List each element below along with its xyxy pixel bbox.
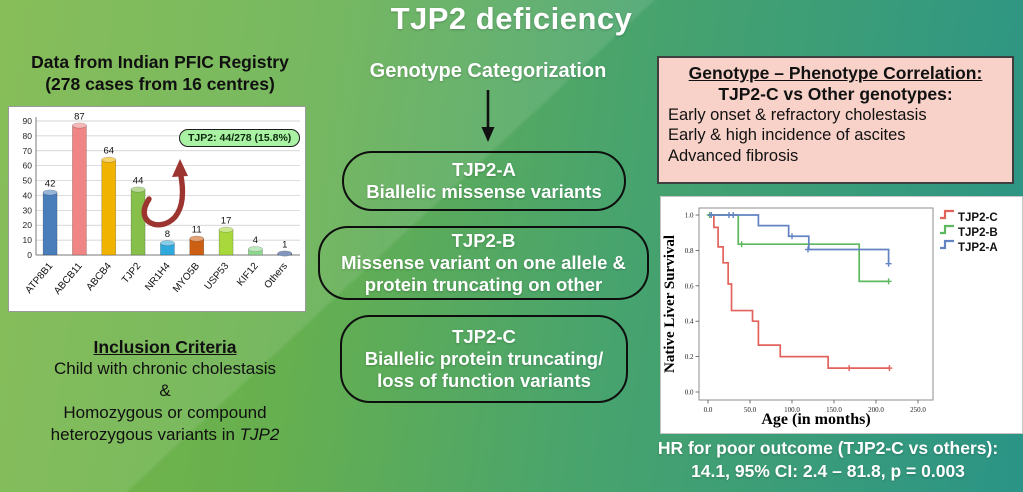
svg-text:0.0: 0.0 <box>685 389 694 397</box>
bar-USP53: 17 USP53 <box>203 216 234 293</box>
inclusion-criteria: Inclusion Criteria Child with chronic ch… <box>0 336 330 445</box>
svg-text:8: 8 <box>165 229 170 240</box>
km-series-TJP2-A <box>708 212 892 267</box>
curved-arrow-icon <box>141 159 188 228</box>
bar-MYO5B: 11 MYO5B <box>171 225 205 295</box>
svg-text:4: 4 <box>253 235 258 246</box>
svg-text:200.0: 200.0 <box>868 406 884 414</box>
inclusion-line2: & <box>159 381 171 401</box>
genotype-box-desc: Biallelic protein truncating/ loss of fu… <box>364 347 604 392</box>
hazard-ratio-text: HR for poor outcome (TJP2-C vs others): … <box>633 437 1023 483</box>
svg-text:0.4: 0.4 <box>685 318 694 326</box>
inclusion-line4: heterozygous variants in TJP2 <box>0 424 330 446</box>
hazard-ratio-line2: 14.1, 95% CI: 2.4 – 81.8, p = 0.003 <box>691 460 965 481</box>
kaplan-meier-plot: 0.0 50.0 100.0 150.0 200.0 250.0 0.0 0.2 0.4 0.6 0… <box>662 207 998 428</box>
svg-text:60: 60 <box>23 161 33 171</box>
correlation-item: Advanced fibrosis <box>668 146 799 165</box>
km-legend-label: TJP2-A <box>958 242 998 254</box>
inclusion-line4-gene: TJP2 <box>239 424 280 444</box>
bar-KIF12: 4 KIF12 <box>235 235 263 289</box>
inclusion-line4-text: heterozygous variants in <box>50 424 240 444</box>
svg-text:NR1H4: NR1H4 <box>143 261 173 294</box>
bar-TJP2: 44 TJP2 <box>120 175 146 286</box>
svg-text:0.6: 0.6 <box>685 282 694 290</box>
km-axes: 0.0 50.0 100.0 150.0 200.0 250.0 0.0 0.2 0.4 0.6 0… <box>662 207 934 428</box>
svg-text:87: 87 <box>74 111 85 122</box>
svg-text:KIF12: KIF12 <box>235 261 261 289</box>
svg-text:70: 70 <box>23 146 33 156</box>
bar-NR1H4: 8 NR1H4 <box>143 229 175 294</box>
svg-text:40: 40 <box>23 190 33 200</box>
svg-text:50.0: 50.0 <box>744 406 757 414</box>
bar-chart: 0 10 20 30 40 50 60 70 80 90 42 ATP8B1 87 ABCB11 64 ABC… <box>23 111 300 297</box>
svg-text:1: 1 <box>282 240 287 251</box>
correlation-item: Early onset & refractory cholestasis <box>668 106 927 124</box>
svg-text:ATP8B1: ATP8B1 <box>23 261 55 296</box>
down-arrow-icon <box>481 90 495 142</box>
inclusion-line3: Homozygous or compound <box>63 402 267 422</box>
svg-text:0: 0 <box>27 250 32 260</box>
km-legend: TJP2-C TJP2-B TJP2-A <box>940 209 998 254</box>
km-legend-label: TJP2-B <box>958 227 998 239</box>
svg-text:TJP2: TJP2 <box>120 261 144 286</box>
genotype-box-tjp2-b: TJP2-B Missense variant on one allele & … <box>318 226 649 300</box>
svg-text:42: 42 <box>45 178 56 189</box>
km-ylabel: Native Liver Survival <box>662 235 678 373</box>
svg-text:ABCB4: ABCB4 <box>85 261 115 294</box>
km-series-TJP2-B <box>706 212 892 285</box>
svg-text:90: 90 <box>23 116 33 126</box>
svg-text:250.0: 250.0 <box>910 406 926 414</box>
svg-text:0.0: 0.0 <box>704 406 713 414</box>
registry-header: Data from Indian PFIC Registry (278 case… <box>2 52 318 96</box>
svg-text:Others: Others <box>262 261 290 291</box>
tjp2-callout-badge: TJP2: 44/278 (15.8%) <box>179 129 301 147</box>
svg-text:64: 64 <box>103 146 114 157</box>
correlation-heading: Genotype – Phenotype Correlation: <box>688 63 983 83</box>
bar-chart-panel: 0 10 20 30 40 50 60 70 80 90 42 ATP8B1 87 ABCB11 64 ABC… <box>8 106 306 312</box>
inclusion-heading: Inclusion Criteria <box>93 337 237 357</box>
bar-Others: 1 Others <box>262 240 293 291</box>
km-xlabel: Age (in months) <box>761 411 870 428</box>
genotype-box-tjp2-a: TJP2-A Biallelic missense variants <box>342 151 626 211</box>
svg-text:ABCB11: ABCB11 <box>52 261 85 297</box>
genotype-box-title: TJP2-B <box>451 229 516 251</box>
svg-text:20: 20 <box>23 220 33 230</box>
svg-text:17: 17 <box>221 216 232 227</box>
genotype-phenotype-correlation-box: Genotype – Phenotype Correlation: TJP2-C… <box>657 56 1014 184</box>
genotype-box-tjp2-c: TJP2-C Biallelic protein truncating/ los… <box>340 315 628 403</box>
svg-text:44: 44 <box>133 175 144 186</box>
svg-text:30: 30 <box>23 205 33 215</box>
correlation-subheading: TJP2-C vs Other genotypes: <box>718 84 953 104</box>
registry-header-line1: Data from Indian PFIC Registry <box>31 52 289 72</box>
correlation-item: Early & high incidence of ascites <box>668 126 906 145</box>
inclusion-line1: Child with chronic cholestasis <box>53 359 277 379</box>
survival-plot-panel: 0.0 50.0 100.0 150.0 200.0 250.0 0.0 0.2 0.4 0.6 0… <box>660 196 1023 434</box>
genotype-box-desc: Biallelic missense variants <box>366 181 602 202</box>
svg-text:100.0: 100.0 <box>784 406 800 414</box>
page-title: TJP2 deficiency <box>390 1 633 36</box>
genotype-box-desc: Missense variant on one allele & protein… <box>341 251 626 296</box>
svg-text:80: 80 <box>23 131 33 141</box>
genotype-box-title: TJP2-C <box>452 325 516 347</box>
svg-text:1.0: 1.0 <box>685 212 694 220</box>
svg-text:MYO5B: MYO5B <box>171 261 202 295</box>
km-series-TJP2-C <box>708 214 893 372</box>
registry-header-line2: (278 cases from 16 centres) <box>45 73 275 94</box>
svg-text:11: 11 <box>192 225 202 236</box>
km-legend-label: TJP2-C <box>958 212 998 224</box>
svg-text:0.8: 0.8 <box>685 247 694 255</box>
svg-text:0.2: 0.2 <box>685 353 694 361</box>
svg-text:10: 10 <box>23 235 33 245</box>
svg-text:USP53: USP53 <box>203 261 232 293</box>
genotype-box-title: TJP2-A <box>452 158 516 180</box>
bar-ABCB4: 64 ABCB4 <box>85 146 117 294</box>
svg-text:150.0: 150.0 <box>826 406 842 414</box>
genotype-categorization-heading: Genotype Categorization <box>369 60 607 82</box>
svg-text:50: 50 <box>23 176 33 186</box>
hazard-ratio-line1: HR for poor outcome (TJP2-C vs others): <box>657 438 999 458</box>
